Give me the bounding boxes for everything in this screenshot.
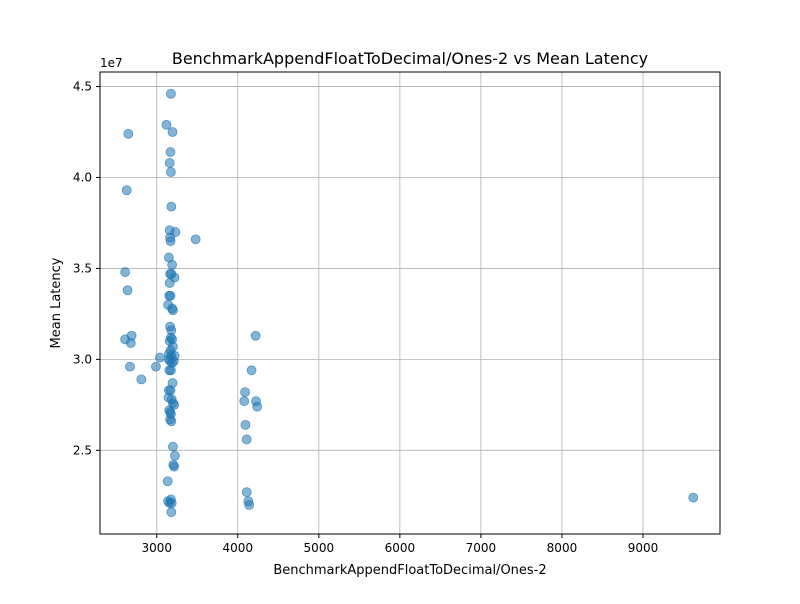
scatter-point [250,330,261,341]
scatter-point [240,419,251,430]
scatter-point [688,492,699,503]
y-axis-ticks: 2.5 3.0 3.5 4.0 4.5 [73,80,100,457]
scatter-point [162,476,173,487]
plot-frame [99,71,721,535]
scatter-point [164,158,175,168]
y-axis-label: Mean Latency [49,257,64,348]
y-axis-offset-label: 1e7 [100,56,123,70]
y-tick-label: 4.5 [73,80,92,94]
scatter-point [190,234,201,245]
scatter-point [125,338,136,348]
scatter-point [168,441,178,452]
scatter-point [166,498,177,508]
grid-lines [100,72,720,534]
scatter-point [164,278,175,288]
scatter-point [244,499,255,510]
data-points [120,88,699,518]
scatter-point [155,352,165,363]
y-tick-label: 2.5 [73,443,92,457]
scatter-point [164,290,175,301]
x-tick-label: 8000 [547,541,578,555]
x-tick-label: 9000 [628,541,659,555]
scatter-point [167,259,178,270]
x-tick-label: 3000 [141,541,172,555]
scatter-point [120,267,131,277]
scatter-point [252,401,263,412]
scatter-point [166,507,177,518]
x-axis-ticks: 3000 4000 5000 6000 7000 8000 9000 [141,534,658,555]
scatter-point [125,361,135,372]
scatter-point [166,201,177,212]
y-tick-label: 3.0 [73,352,92,366]
scatter-point [166,88,176,99]
scatter-point [166,416,177,427]
scatter-point [246,365,257,376]
x-axis-label: BenchmarkAppendFloatToDecimal/Ones-2 [273,563,546,578]
x-tick-label: 6000 [385,541,416,555]
scatter-point [122,285,133,296]
scatter-point [121,185,132,196]
scatter-point [161,119,172,130]
scatter-point [240,387,250,398]
y-tick-label: 3.5 [73,261,92,275]
scatter-point [169,461,180,472]
scatter-point [168,305,178,316]
scatter-point [167,127,178,137]
x-tick-label: 7000 [466,541,497,555]
scatter-point [165,147,176,157]
x-tick-label: 5000 [304,541,335,555]
y-tick-label: 4.0 [73,170,92,184]
scatter-point [165,236,176,247]
scatter-point [166,365,176,376]
scatter-point [170,450,180,461]
scatter-point [164,405,175,416]
chart-title: BenchmarkAppendFloatToDecimal/Ones-2 vs … [172,49,648,68]
scatter-point [168,356,179,367]
scatter-point [136,374,147,385]
scatter-point [241,434,252,445]
scatter-point [239,396,250,407]
scatter-point [123,128,134,139]
scatter-point [241,487,252,498]
x-tick-label: 4000 [223,541,254,555]
scatter-point [166,167,176,177]
scatter-point [151,361,161,372]
